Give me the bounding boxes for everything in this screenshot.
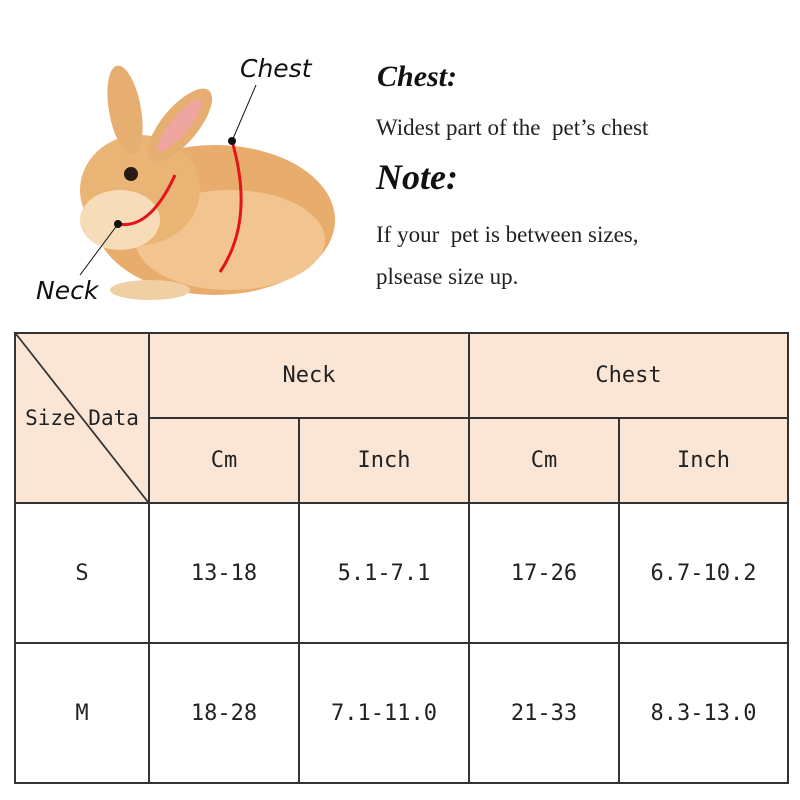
size-cell: M: [14, 642, 150, 784]
table-row: S 13-18 5.1-7.1 17-26 6.7-10.2: [14, 502, 789, 644]
chest-label: Chest: [240, 54, 312, 83]
value-cell: 13-18: [148, 502, 300, 644]
value-cell: 6.7-10.2: [618, 502, 789, 644]
value-cell: 8.3-13.0: [618, 642, 789, 784]
diagonal-divider: [16, 334, 148, 502]
neck-label: Neck: [36, 276, 99, 305]
note-line-2: plsease size up.: [376, 264, 519, 289]
value-cell: 18-28: [148, 642, 300, 784]
unit-header: Cm: [468, 417, 620, 504]
unit-header: Cm: [148, 417, 300, 504]
chest-description: Widest part of the pet’s chest: [376, 115, 649, 140]
corner-cell: Size Data: [14, 332, 150, 504]
corner-label: Size Data: [25, 405, 139, 430]
group-header-neck: Neck: [148, 332, 470, 419]
unit-header: Inch: [298, 417, 470, 504]
value-cell: 5.1-7.1: [298, 502, 470, 644]
chest-heading: Chest:: [377, 60, 458, 93]
rabbit-illustration: [79, 65, 335, 300]
group-header-chest: Chest: [468, 332, 789, 419]
note-heading: Note:: [376, 157, 458, 197]
value-cell: 7.1-11.0: [298, 642, 470, 784]
note-line-1: If your pet is between sizes,: [376, 222, 639, 247]
unit-header: Inch: [618, 417, 789, 504]
value-cell: 17-26: [468, 502, 620, 644]
table-row: M 18-28 7.1-11.0 21-33 8.3-13.0: [14, 642, 789, 784]
size-table: Size Data Neck Chest Cm Inch Cm Inch S 1…: [14, 332, 789, 784]
size-cell: S: [14, 502, 150, 644]
value-cell: 21-33: [468, 642, 620, 784]
